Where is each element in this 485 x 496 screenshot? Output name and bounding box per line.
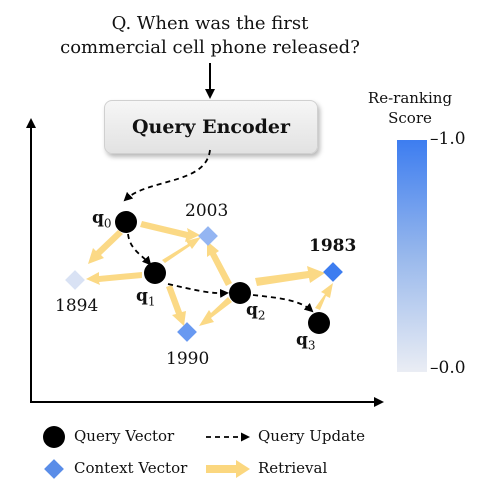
context-label-2003: 2003 bbox=[185, 201, 229, 221]
question-line-2: commercial cell phone released? bbox=[60, 37, 360, 58]
legend-query-update-label: Query Update bbox=[258, 427, 365, 445]
question-line-1: Q. When was the first bbox=[111, 13, 309, 34]
query-update-path-q1-q2 bbox=[167, 283, 229, 298]
reranking-score-colorbar bbox=[397, 140, 427, 372]
legend-context-vector-label: Context Vector bbox=[74, 459, 188, 477]
retrieval-arrow-q2-1983 bbox=[255, 266, 325, 286]
context-label-1990: 1990 bbox=[166, 349, 210, 369]
query-vector-q0 bbox=[115, 211, 137, 233]
legend-query-vector-icon bbox=[43, 426, 65, 448]
query-label-q2: q2 bbox=[246, 300, 266, 323]
query-vector-q3 bbox=[308, 312, 330, 334]
colorbar-title-line-2: Score bbox=[388, 109, 432, 127]
context-vector-1983 bbox=[323, 262, 343, 282]
context-vector-1894 bbox=[65, 270, 85, 290]
colorbar-min-label: –0.0 bbox=[430, 358, 466, 378]
legend-retrieval-icon bbox=[206, 460, 250, 478]
context-vectors bbox=[65, 226, 343, 342]
context-label-1983: 1983 bbox=[309, 236, 357, 256]
colorbar-title-line-1: Re-ranking bbox=[367, 89, 453, 107]
retrieval-arrow-q1-1894 bbox=[86, 272, 142, 285]
query-encoder-label: Query Encoder bbox=[131, 116, 291, 138]
query-update-path-encoder-q0 bbox=[123, 149, 211, 202]
context-vector-1990 bbox=[177, 322, 197, 342]
query-label-q0: q0 bbox=[92, 208, 112, 231]
query-vector-q1 bbox=[144, 262, 166, 284]
retrieval-arrow-q1-2003 bbox=[162, 237, 201, 263]
retrieval-arrow-q2-1990 bbox=[199, 297, 232, 326]
query-label-q1: q1 bbox=[136, 286, 156, 309]
colorbar-max-label: –1.0 bbox=[430, 129, 466, 149]
retrieval-arrow-q1-1990 bbox=[166, 285, 186, 326]
query-encoder-box: Query Encoder bbox=[104, 100, 318, 154]
context-vector-2003 bbox=[198, 226, 218, 246]
colorbar-title: Re-ranking Score bbox=[350, 88, 470, 128]
query-update-path-q0-q1 bbox=[127, 233, 152, 266]
query-label-q3: q3 bbox=[296, 330, 316, 353]
query-vector-q2 bbox=[229, 282, 251, 304]
retrieval-arrow-q0-2003 bbox=[140, 221, 200, 242]
legend-context-vector-icon bbox=[44, 459, 64, 479]
retrieval-arrow-q2-2003 bbox=[207, 241, 232, 286]
legend-query-vector-label: Query Vector bbox=[74, 427, 175, 445]
context-label-1894: 1894 bbox=[55, 296, 99, 316]
retrieval-arrow-q0-1894 bbox=[88, 230, 123, 264]
legend-retrieval-label: Retrieval bbox=[258, 459, 328, 477]
query-update-path-q2-q3 bbox=[252, 294, 314, 313]
retrieval-arrows bbox=[86, 221, 333, 326]
retrieval-arrow-q3-1983 bbox=[315, 283, 333, 310]
